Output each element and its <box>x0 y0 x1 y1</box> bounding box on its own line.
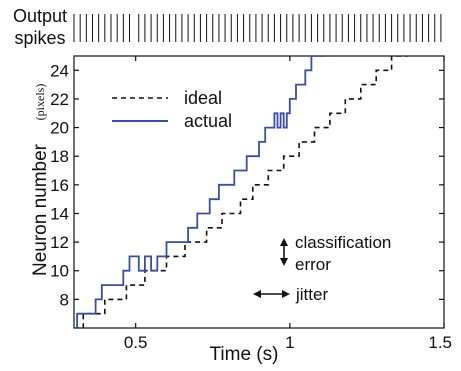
y-axis-ticks: 8 10 12 14 16 18 20 22 24 <box>50 61 444 309</box>
output-spike-raster <box>74 14 441 42</box>
x-axis-label: Time (s) <box>210 344 279 365</box>
legend-label-actual: actual <box>184 111 232 131</box>
x-tick-label: 1.5 <box>428 333 452 352</box>
x-axis-ticks: 0.5 1 1.5 <box>124 56 452 352</box>
y-tick-label: 14 <box>50 204 69 223</box>
y-tick-label: 24 <box>50 61 69 80</box>
raster-label-line1: Output <box>13 6 67 26</box>
legend: ideal actual <box>112 88 232 131</box>
vertical-double-arrow-icon <box>280 238 288 266</box>
plot-frame <box>74 56 444 328</box>
y-tick-label: 16 <box>50 176 69 195</box>
x-tick-label: 1 <box>285 333 294 352</box>
annotations: classification error jitter <box>253 233 391 304</box>
legend-label-ideal: ideal <box>184 88 222 108</box>
y-tick-label: 18 <box>50 147 69 166</box>
series-line-ideal <box>74 13 444 328</box>
series-group <box>74 0 444 328</box>
y-tick-label: 22 <box>50 90 69 109</box>
x-tick-label: 0.5 <box>124 333 148 352</box>
annotation-jitter: jitter <box>295 285 328 304</box>
y-axis-label-unit: (pixels) <box>33 84 47 121</box>
annotation-classification: classification <box>295 233 391 252</box>
series-line-actual <box>74 0 444 328</box>
annotation-error: error <box>295 255 331 274</box>
y-tick-label: 8 <box>60 290 69 309</box>
raster-label-line2: spikes <box>14 28 65 48</box>
y-tick-label: 20 <box>50 119 69 138</box>
y-axis-label: Neuron number <box>30 143 51 276</box>
horizontal-double-arrow-icon <box>253 290 290 298</box>
y-tick-label: 12 <box>50 233 69 252</box>
y-tick-label: 10 <box>50 262 69 281</box>
